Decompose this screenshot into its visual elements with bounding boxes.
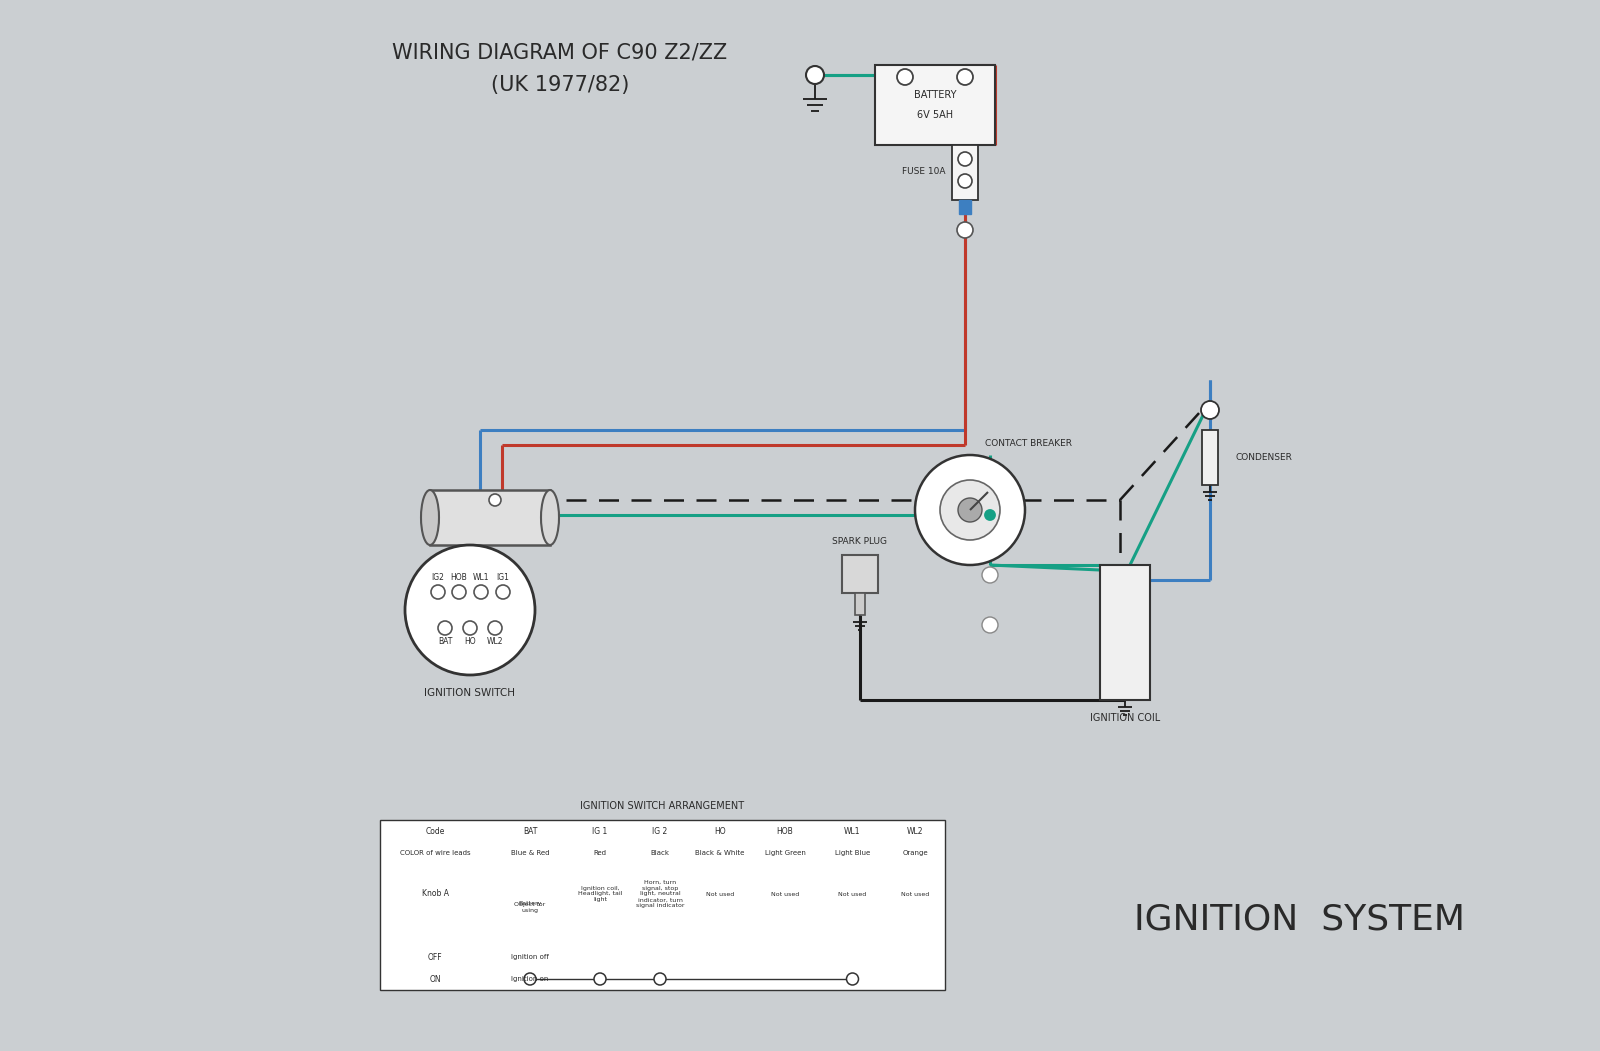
Circle shape [982,617,998,633]
Circle shape [986,510,995,520]
Bar [430,490,550,545]
Text: FUSE 10A: FUSE 10A [901,167,946,177]
Text: WIRING DIAGRAM OF C90 Z2/ZZ: WIRING DIAGRAM OF C90 Z2/ZZ [392,42,728,62]
Circle shape [462,621,477,635]
Text: Light Blue: Light Blue [835,850,870,856]
Text: (UK 1977/82): (UK 1977/82) [491,75,629,95]
Text: Blue & Red: Blue & Red [510,850,549,856]
Ellipse shape [541,490,558,545]
Text: COLOR of wire leads: COLOR of wire leads [400,850,470,856]
Text: WL2: WL2 [907,826,923,836]
Circle shape [957,222,973,238]
Text: Ignition off: Ignition off [510,954,549,960]
Circle shape [958,174,973,188]
Circle shape [915,455,1026,565]
Text: CONDENSER: CONDENSER [1235,453,1291,461]
Bar [842,555,878,593]
Circle shape [898,69,914,85]
Text: Orange: Orange [902,850,928,856]
Text: 6V 5AH: 6V 5AH [917,110,954,120]
Circle shape [594,973,606,985]
Bar [854,593,866,615]
Circle shape [941,480,1000,540]
Circle shape [430,585,445,599]
Bar [1101,565,1150,700]
Text: IG 1: IG 1 [592,826,608,836]
Circle shape [1202,401,1219,419]
Text: IGNITION SWITCH: IGNITION SWITCH [424,688,515,698]
Text: Red: Red [594,850,606,856]
Bar [1202,430,1218,485]
Circle shape [525,973,536,985]
Text: WL2: WL2 [486,638,504,646]
Text: Object for
using: Object for using [514,902,546,912]
Bar [381,820,946,990]
Text: Not used: Not used [771,891,798,897]
Bar [958,200,971,214]
Text: IG2: IG2 [432,574,445,582]
Text: WL1: WL1 [845,826,861,836]
Circle shape [490,494,501,506]
Text: CONTACT BREAKER: CONTACT BREAKER [986,438,1072,448]
Circle shape [846,973,859,985]
Text: BATTERY: BATTERY [914,90,957,100]
Text: IGNITION COIL: IGNITION COIL [1090,713,1160,723]
Circle shape [958,498,982,522]
Text: BAT: BAT [523,826,538,836]
Text: HOB: HOB [776,826,794,836]
Circle shape [957,69,973,85]
Circle shape [958,152,973,166]
Text: BAT: BAT [438,638,453,646]
Text: WL1: WL1 [472,574,490,582]
Text: OFF: OFF [427,952,442,962]
Circle shape [474,585,488,599]
Circle shape [488,621,502,635]
Circle shape [982,566,998,583]
Circle shape [654,973,666,985]
Text: Ignition coil,
Headlight, tail
light: Ignition coil, Headlight, tail light [578,886,622,903]
Circle shape [806,66,824,84]
Text: Code: Code [426,826,445,836]
Circle shape [453,585,466,599]
Text: Not used: Not used [901,891,930,897]
Text: ON: ON [429,974,442,984]
Text: Light Green: Light Green [765,850,805,856]
Text: IGNITION SWITCH ARRANGEMENT: IGNITION SWITCH ARRANGEMENT [581,801,744,811]
Text: Horn, turn
signal, stop
light, neutral
indicator, turn
signal indicator: Horn, turn signal, stop light, neutral i… [635,880,685,908]
Ellipse shape [421,490,438,545]
Text: Not used: Not used [838,891,867,897]
Bar [875,65,995,145]
Text: Battery: Battery [518,901,542,906]
Text: IG 2: IG 2 [653,826,667,836]
Text: HO: HO [714,826,726,836]
Text: IG1: IG1 [496,574,509,582]
Bar [952,145,978,200]
Circle shape [496,585,510,599]
Text: HO: HO [464,638,475,646]
Text: Not used: Not used [706,891,734,897]
Text: SPARK PLUG: SPARK PLUG [832,536,888,545]
Circle shape [405,545,534,675]
Text: HOB: HOB [451,574,467,582]
Text: Knob A: Knob A [421,889,448,899]
Text: Black & White: Black & White [696,850,744,856]
Text: Black: Black [651,850,669,856]
Text: IGNITION  SYSTEM: IGNITION SYSTEM [1134,903,1466,937]
Text: Ignition on: Ignition on [512,976,549,982]
Circle shape [438,621,453,635]
